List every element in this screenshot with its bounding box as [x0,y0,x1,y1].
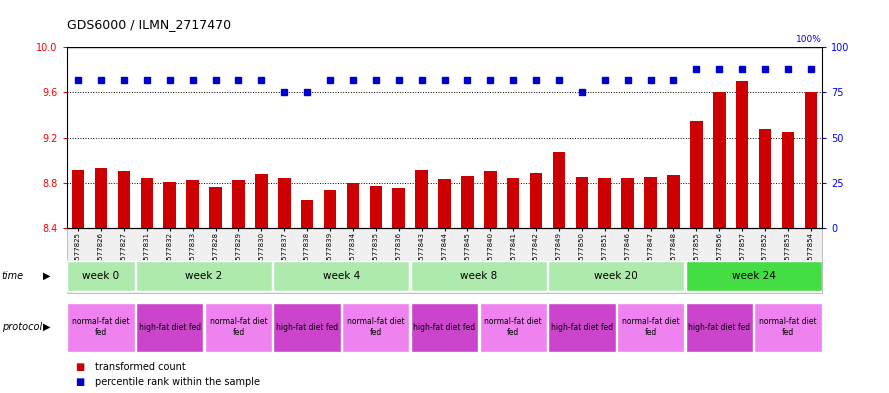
Bar [553,152,565,228]
Text: high-fat diet fed: high-fat diet fed [139,323,201,332]
Text: week 8: week 8 [461,271,498,281]
Bar [347,183,359,228]
Text: normal-fat diet
fed: normal-fat diet fed [759,318,817,337]
FancyBboxPatch shape [136,261,272,292]
Text: high-fat diet fed: high-fat diet fed [688,323,750,332]
Bar [164,182,176,228]
Bar [621,178,634,228]
Bar [438,179,451,228]
Bar [575,177,589,228]
Bar [690,121,702,228]
Text: week 24: week 24 [732,271,775,281]
Bar [392,188,405,228]
Text: week 0: week 0 [83,271,120,281]
Bar [415,170,428,228]
Text: ■: ■ [76,362,84,373]
Text: ▶: ▶ [43,271,50,281]
Text: normal-fat diet
fed: normal-fat diet fed [72,318,130,337]
FancyBboxPatch shape [685,303,753,352]
Text: high-fat diet fed: high-fat diet fed [551,323,613,332]
FancyBboxPatch shape [136,303,204,352]
FancyBboxPatch shape [617,303,685,352]
Text: protocol: protocol [2,322,42,332]
FancyBboxPatch shape [342,303,410,352]
FancyBboxPatch shape [411,303,478,352]
Bar [713,92,725,228]
Bar [484,171,497,228]
FancyBboxPatch shape [274,261,410,292]
Bar [324,189,336,228]
FancyBboxPatch shape [68,261,135,292]
Text: normal-fat diet
fed: normal-fat diet fed [621,318,679,337]
Bar [255,174,268,228]
Text: transformed count: transformed count [95,362,186,373]
Text: 100%: 100% [797,35,822,44]
Text: normal-fat diet
fed: normal-fat diet fed [485,318,542,337]
Bar [461,176,474,228]
FancyBboxPatch shape [549,303,615,352]
Bar [736,81,749,228]
FancyBboxPatch shape [685,261,821,292]
Bar [232,180,244,228]
Text: GDS6000 / ILMN_2717470: GDS6000 / ILMN_2717470 [67,18,231,31]
Bar [667,175,680,228]
FancyBboxPatch shape [479,303,547,352]
FancyBboxPatch shape [204,303,272,352]
Bar [530,173,542,228]
Bar [209,187,222,228]
Bar [781,132,794,228]
Bar [645,177,657,228]
FancyBboxPatch shape [274,303,340,352]
Bar [95,168,108,228]
Text: normal-fat diet
fed: normal-fat diet fed [347,318,404,337]
FancyBboxPatch shape [549,261,685,292]
Bar [507,178,519,228]
Text: ▶: ▶ [43,322,50,332]
Text: week 4: week 4 [323,271,360,281]
Bar [72,170,84,228]
Text: high-fat diet fed: high-fat diet fed [276,323,338,332]
Bar [598,178,611,228]
FancyBboxPatch shape [411,261,547,292]
Bar [140,178,153,228]
Text: normal-fat diet
fed: normal-fat diet fed [210,318,268,337]
Text: week 20: week 20 [595,271,638,281]
Bar [759,129,772,228]
Bar [187,180,199,228]
Text: high-fat diet fed: high-fat diet fed [413,323,476,332]
Text: ■: ■ [76,377,84,387]
Bar [278,178,291,228]
Text: percentile rank within the sample: percentile rank within the sample [95,377,260,387]
Bar [117,171,130,228]
Text: time: time [2,271,24,281]
Text: week 2: week 2 [186,271,222,281]
FancyBboxPatch shape [68,303,135,352]
Bar [300,200,314,228]
Bar [805,92,817,228]
FancyBboxPatch shape [755,303,821,352]
Bar [370,186,382,228]
